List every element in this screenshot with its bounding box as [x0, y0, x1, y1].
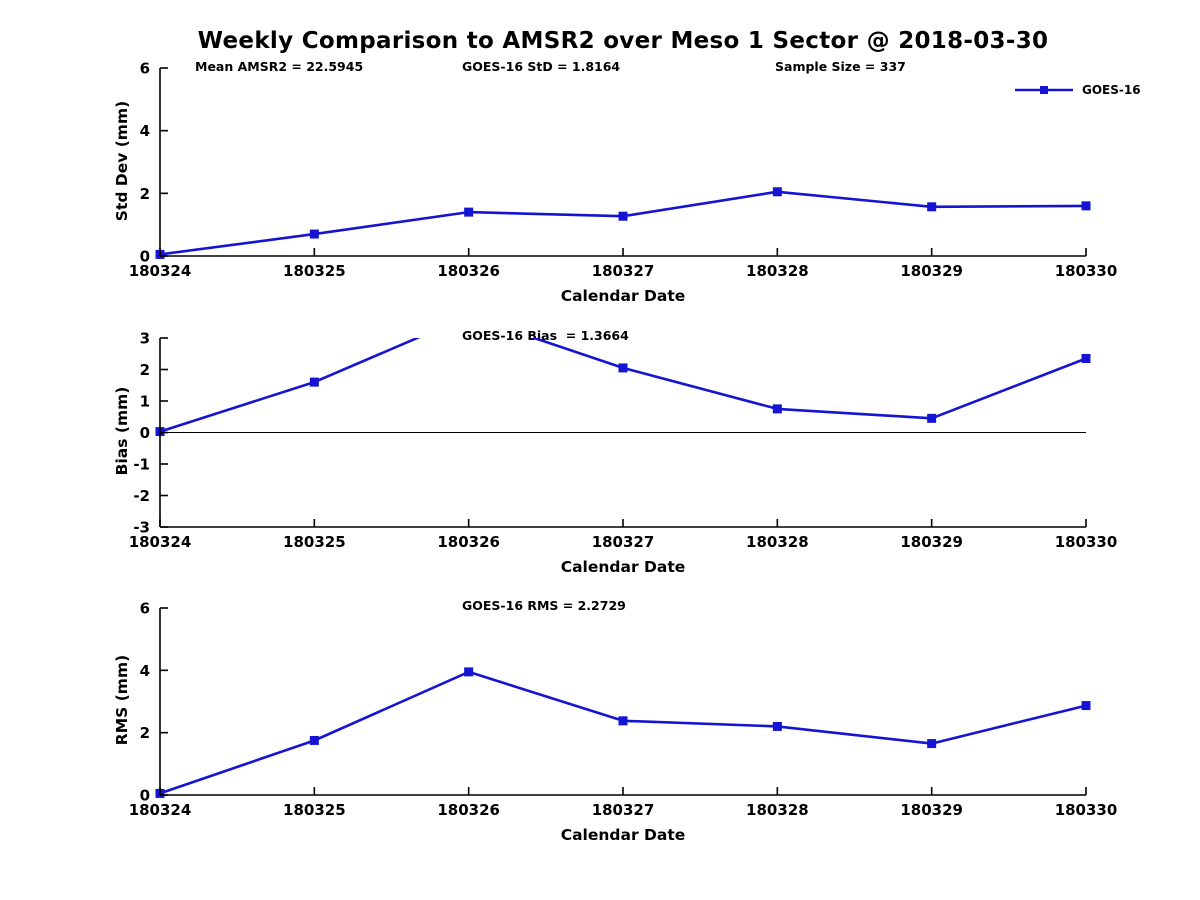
- axes-spines: [159, 68, 1086, 257]
- y-tick-label: -2: [133, 487, 150, 505]
- series-markers-goes16: [155, 353, 1091, 437]
- legend-square-marker-icon: [1040, 86, 1048, 94]
- x-tick-label: 180326: [437, 801, 500, 819]
- x-tick-label: 180325: [283, 533, 346, 551]
- y-tick-label: -3: [133, 519, 150, 537]
- plot-area-bias: 3 2 1 0 -1 -2 -3: [133, 330, 1091, 537]
- y-tick-label: 4: [140, 662, 150, 680]
- x-tick-label: 180325: [283, 262, 346, 280]
- y-ticks: 0 2 4 6: [140, 600, 168, 805]
- y-tick-label: 3: [140, 330, 150, 348]
- legend-line-sample: [1015, 86, 1073, 94]
- figure-title: Weekly Comparison to AMSR2 over Meso 1 S…: [197, 28, 1049, 54]
- x-tick-label: 180328: [746, 533, 809, 551]
- y-ticks: 3 2 1 0 -1 -2 -3: [133, 330, 168, 537]
- x-tick-label: 180329: [900, 801, 963, 819]
- x-tick-label: 180328: [746, 262, 809, 280]
- x-tick-label: 180330: [1054, 262, 1118, 280]
- x-tick-label: 180327: [591, 533, 655, 551]
- series-markers-goes16: [155, 667, 1091, 798]
- x-tick-label: 180330: [1054, 801, 1118, 819]
- y-tick-label: 2: [140, 185, 150, 203]
- annotation-goes16-std: GOES-16 StD = 1.8164: [462, 59, 621, 74]
- y-tick-label: 0: [140, 248, 150, 266]
- legend-label: GOES-16: [1082, 83, 1141, 97]
- annotation-mean-amsr2: Mean AMSR2 = 22.5945: [195, 59, 364, 74]
- x-axis-label-bias: Calendar Date: [560, 558, 686, 576]
- annotation-goes16-rms: GOES-16 RMS = 2.2729: [462, 598, 626, 613]
- x-ticks: [159, 787, 1087, 795]
- y-tick-label: 2: [140, 724, 150, 742]
- x-tick-label: 180326: [437, 262, 500, 280]
- x-axis-label-std-dev: Calendar Date: [560, 287, 686, 305]
- x-tick-label: 180328: [746, 801, 809, 819]
- plot-area-rms: 0 2 4 6: [140, 600, 1091, 805]
- x-tick-label: 180327: [591, 262, 655, 280]
- x-tick-label: 180330: [1054, 533, 1118, 551]
- y-tick-label: -1: [133, 456, 150, 474]
- y-tick-label: 2: [140, 361, 150, 379]
- x-ticks: [159, 248, 1087, 256]
- y-tick-label: 1: [140, 393, 150, 411]
- plot-area-std-dev: 0 2 4 6: [140, 60, 1091, 266]
- x-tick-label: 180327: [591, 801, 655, 819]
- y-tick-label: 6: [140, 60, 150, 78]
- x-tick-label: 180324: [128, 533, 192, 551]
- series-line-goes16: [159, 190, 1087, 256]
- y-ticks: 0 2 4 6: [140, 60, 168, 266]
- annotation-goes16-bias: GOES-16 Bias = 1.3664: [462, 328, 629, 343]
- x-ticks: [159, 519, 1087, 527]
- series-line-goes16: [159, 670, 1087, 795]
- legend: GOES-16: [1013, 82, 1141, 98]
- x-tick-label: 180324: [128, 801, 192, 819]
- x-axis-label-rms: Calendar Date: [560, 826, 686, 844]
- axes-spines: [159, 608, 1086, 796]
- x-tick-label: 180325: [283, 801, 346, 819]
- y-tick-label: 0: [140, 424, 150, 442]
- y-tick-label: 4: [140, 122, 150, 140]
- x-tick-label: 180329: [900, 533, 963, 551]
- x-tick-label: 180329: [900, 262, 963, 280]
- annotation-sample-size: Sample Size = 337: [775, 59, 906, 74]
- x-tick-label: 180326: [437, 533, 500, 551]
- y-tick-label: 0: [140, 787, 150, 805]
- y-tick-label: 6: [140, 600, 150, 618]
- x-tick-label: 180324: [128, 262, 192, 280]
